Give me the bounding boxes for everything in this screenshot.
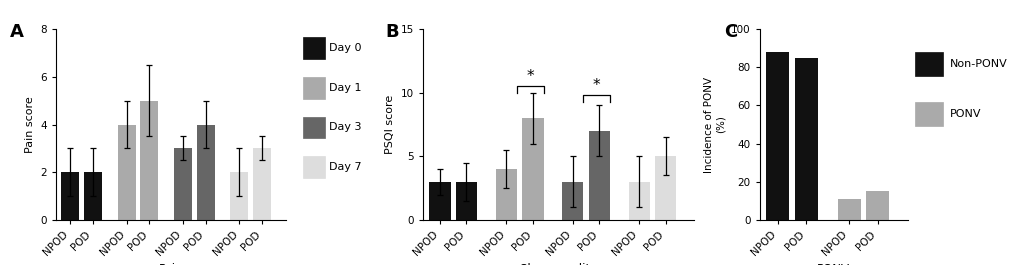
Bar [140,101,158,220]
Bar [628,182,649,220]
X-axis label: Pain: Pain [158,263,183,265]
Bar [654,156,676,220]
Bar [84,172,102,220]
Text: A: A [10,23,24,41]
Bar [561,182,583,220]
Bar [303,117,325,138]
Bar [837,199,860,220]
Bar [914,102,943,126]
Text: Day 0: Day 0 [329,43,362,53]
Bar [914,52,943,76]
Bar [865,191,889,220]
Text: Day 1: Day 1 [329,83,362,93]
Bar [495,169,517,220]
Text: Day 7: Day 7 [329,162,362,172]
Text: Day 3: Day 3 [329,122,362,132]
Bar [429,182,450,220]
Bar [455,182,477,220]
Bar [61,172,79,220]
Y-axis label: Incidence of PONV
(%): Incidence of PONV (%) [703,77,725,173]
Bar [303,37,325,59]
Bar [765,52,789,220]
Bar [303,156,325,178]
Text: C: C [723,23,737,41]
Bar [253,148,271,220]
Bar [588,131,609,220]
Text: *: * [592,78,600,93]
Text: Non-PONV: Non-PONV [949,59,1007,69]
Text: B: B [385,23,398,41]
Text: *: * [526,69,534,85]
Bar [230,172,249,220]
Bar [117,125,136,220]
Bar [303,77,325,99]
Text: PONV: PONV [949,109,980,119]
Y-axis label: Pain score: Pain score [24,96,35,153]
Bar [197,125,214,220]
Bar [174,148,192,220]
X-axis label: PONV: PONV [816,263,850,265]
Bar [522,118,543,220]
Bar [794,58,817,220]
X-axis label: Sleep quality: Sleep quality [520,263,596,265]
Y-axis label: PSQI score: PSQI score [385,95,395,154]
